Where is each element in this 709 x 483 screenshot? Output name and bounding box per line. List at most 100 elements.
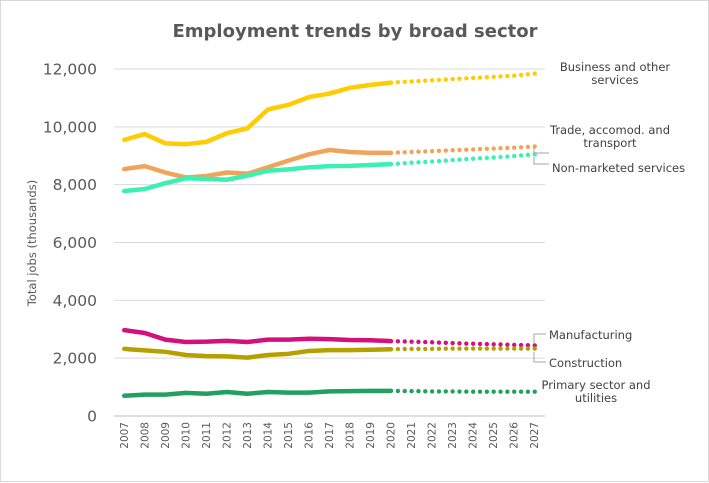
projection-dot	[464, 389, 469, 394]
series-label-line: utilities	[575, 391, 617, 405]
projection-dot	[450, 157, 455, 163]
projection-dot	[512, 145, 517, 150]
series-line	[122, 80, 394, 147]
x-tick-label: 2026	[509, 422, 521, 449]
projection-dot	[402, 339, 407, 344]
series-group	[122, 388, 537, 399]
projection-dot	[518, 346, 524, 351]
projection-dot	[498, 146, 503, 151]
projection-dot	[402, 150, 407, 155]
projection-dot	[505, 145, 510, 151]
projection-dot	[470, 389, 476, 394]
projection-dot	[532, 343, 537, 348]
projection-dot	[477, 346, 483, 351]
projection-dot	[416, 346, 421, 352]
projection-dot	[436, 148, 442, 154]
projection-dot	[484, 155, 490, 161]
projection-dot	[443, 340, 448, 346]
series-label: Primary sector and utilities	[541, 378, 650, 405]
label-leader-line	[533, 147, 549, 154]
projection-dot	[505, 342, 510, 347]
projection-dot	[464, 346, 469, 351]
projection-dot	[409, 149, 414, 155]
series-label: Construction	[549, 356, 622, 370]
projection-dot	[498, 74, 503, 79]
series-group	[122, 71, 537, 147]
projection-dot	[450, 389, 455, 394]
y-tick-label: 0	[87, 408, 97, 426]
projection-dot	[402, 79, 407, 85]
projection-dot	[512, 73, 517, 78]
projection-dot	[484, 341, 490, 347]
projection-dot	[429, 340, 435, 345]
projection-dot	[429, 148, 435, 154]
series-group	[122, 327, 537, 348]
x-tick-label: 2008	[139, 422, 151, 449]
series-lines	[122, 71, 537, 399]
projection-dot	[409, 346, 414, 352]
projection-dot	[491, 155, 496, 160]
x-tick-label: 2021	[406, 422, 418, 449]
x-tick-label: 2016	[303, 422, 315, 449]
series-labels: Business and other services Trade, accomod…	[533, 60, 685, 405]
series-line	[122, 388, 394, 399]
x-tick-label: 2024	[468, 422, 480, 449]
projection-dot	[498, 342, 503, 347]
projection-dot	[436, 77, 442, 83]
projection-dot	[423, 339, 428, 345]
series-group	[122, 346, 537, 360]
y-tick-label: 12,000	[43, 61, 97, 79]
x-axis-ticks: 2007 2008 2009 2010 2011 2012 2013 2014 2015 2016…	[119, 422, 541, 449]
projection-dot	[477, 146, 483, 152]
projection-dot	[491, 342, 496, 347]
x-tick-label: 2023	[447, 422, 459, 449]
projection-dot	[450, 346, 455, 351]
projection-dot	[436, 340, 442, 345]
series-label-line: Construction	[549, 356, 622, 370]
gridlines	[114, 68, 545, 417]
projection-dot	[470, 156, 476, 161]
series-group	[122, 144, 537, 180]
projection-dot	[525, 343, 531, 348]
series-label-line: transport	[583, 136, 637, 150]
x-tick-label: 2007	[119, 422, 131, 449]
projection-dot	[402, 160, 407, 166]
projection-dot	[457, 341, 462, 346]
projection-dot	[429, 389, 435, 394]
projection-dot	[505, 154, 510, 159]
projection-dot	[402, 388, 407, 394]
series-label-line: services	[591, 73, 638, 87]
series-line	[122, 147, 394, 180]
projection-dot	[532, 71, 537, 76]
projection-dot	[457, 389, 462, 394]
projection-dot	[470, 75, 476, 81]
projection-dot	[409, 160, 414, 165]
projection-dot	[429, 78, 435, 83]
projection-dot	[505, 346, 510, 351]
x-tick-label: 2019	[365, 422, 377, 449]
projection-dot	[470, 346, 476, 351]
projection-dot	[512, 346, 517, 351]
projection-dot	[457, 147, 462, 153]
projection-dot	[443, 158, 448, 163]
projection-dot	[484, 74, 490, 80]
projection-dot	[423, 389, 428, 394]
label-leader-line	[533, 333, 546, 343]
projection-dot	[525, 144, 531, 150]
projection-dot	[470, 341, 476, 346]
projection-dot	[525, 346, 531, 351]
x-tick-label: 2027	[529, 422, 541, 449]
projection-dot	[416, 389, 421, 394]
projection-dot	[532, 389, 537, 394]
label-leader-line	[533, 157, 549, 165]
projection-dot	[477, 156, 483, 161]
x-tick-label: 2014	[262, 422, 274, 449]
projection-dot	[450, 76, 455, 82]
projection-dot	[443, 148, 448, 153]
y-tick-label: 8,000	[53, 176, 97, 194]
projection-dot	[518, 342, 524, 348]
projection-dot	[498, 154, 503, 160]
projection-dot	[512, 342, 517, 348]
